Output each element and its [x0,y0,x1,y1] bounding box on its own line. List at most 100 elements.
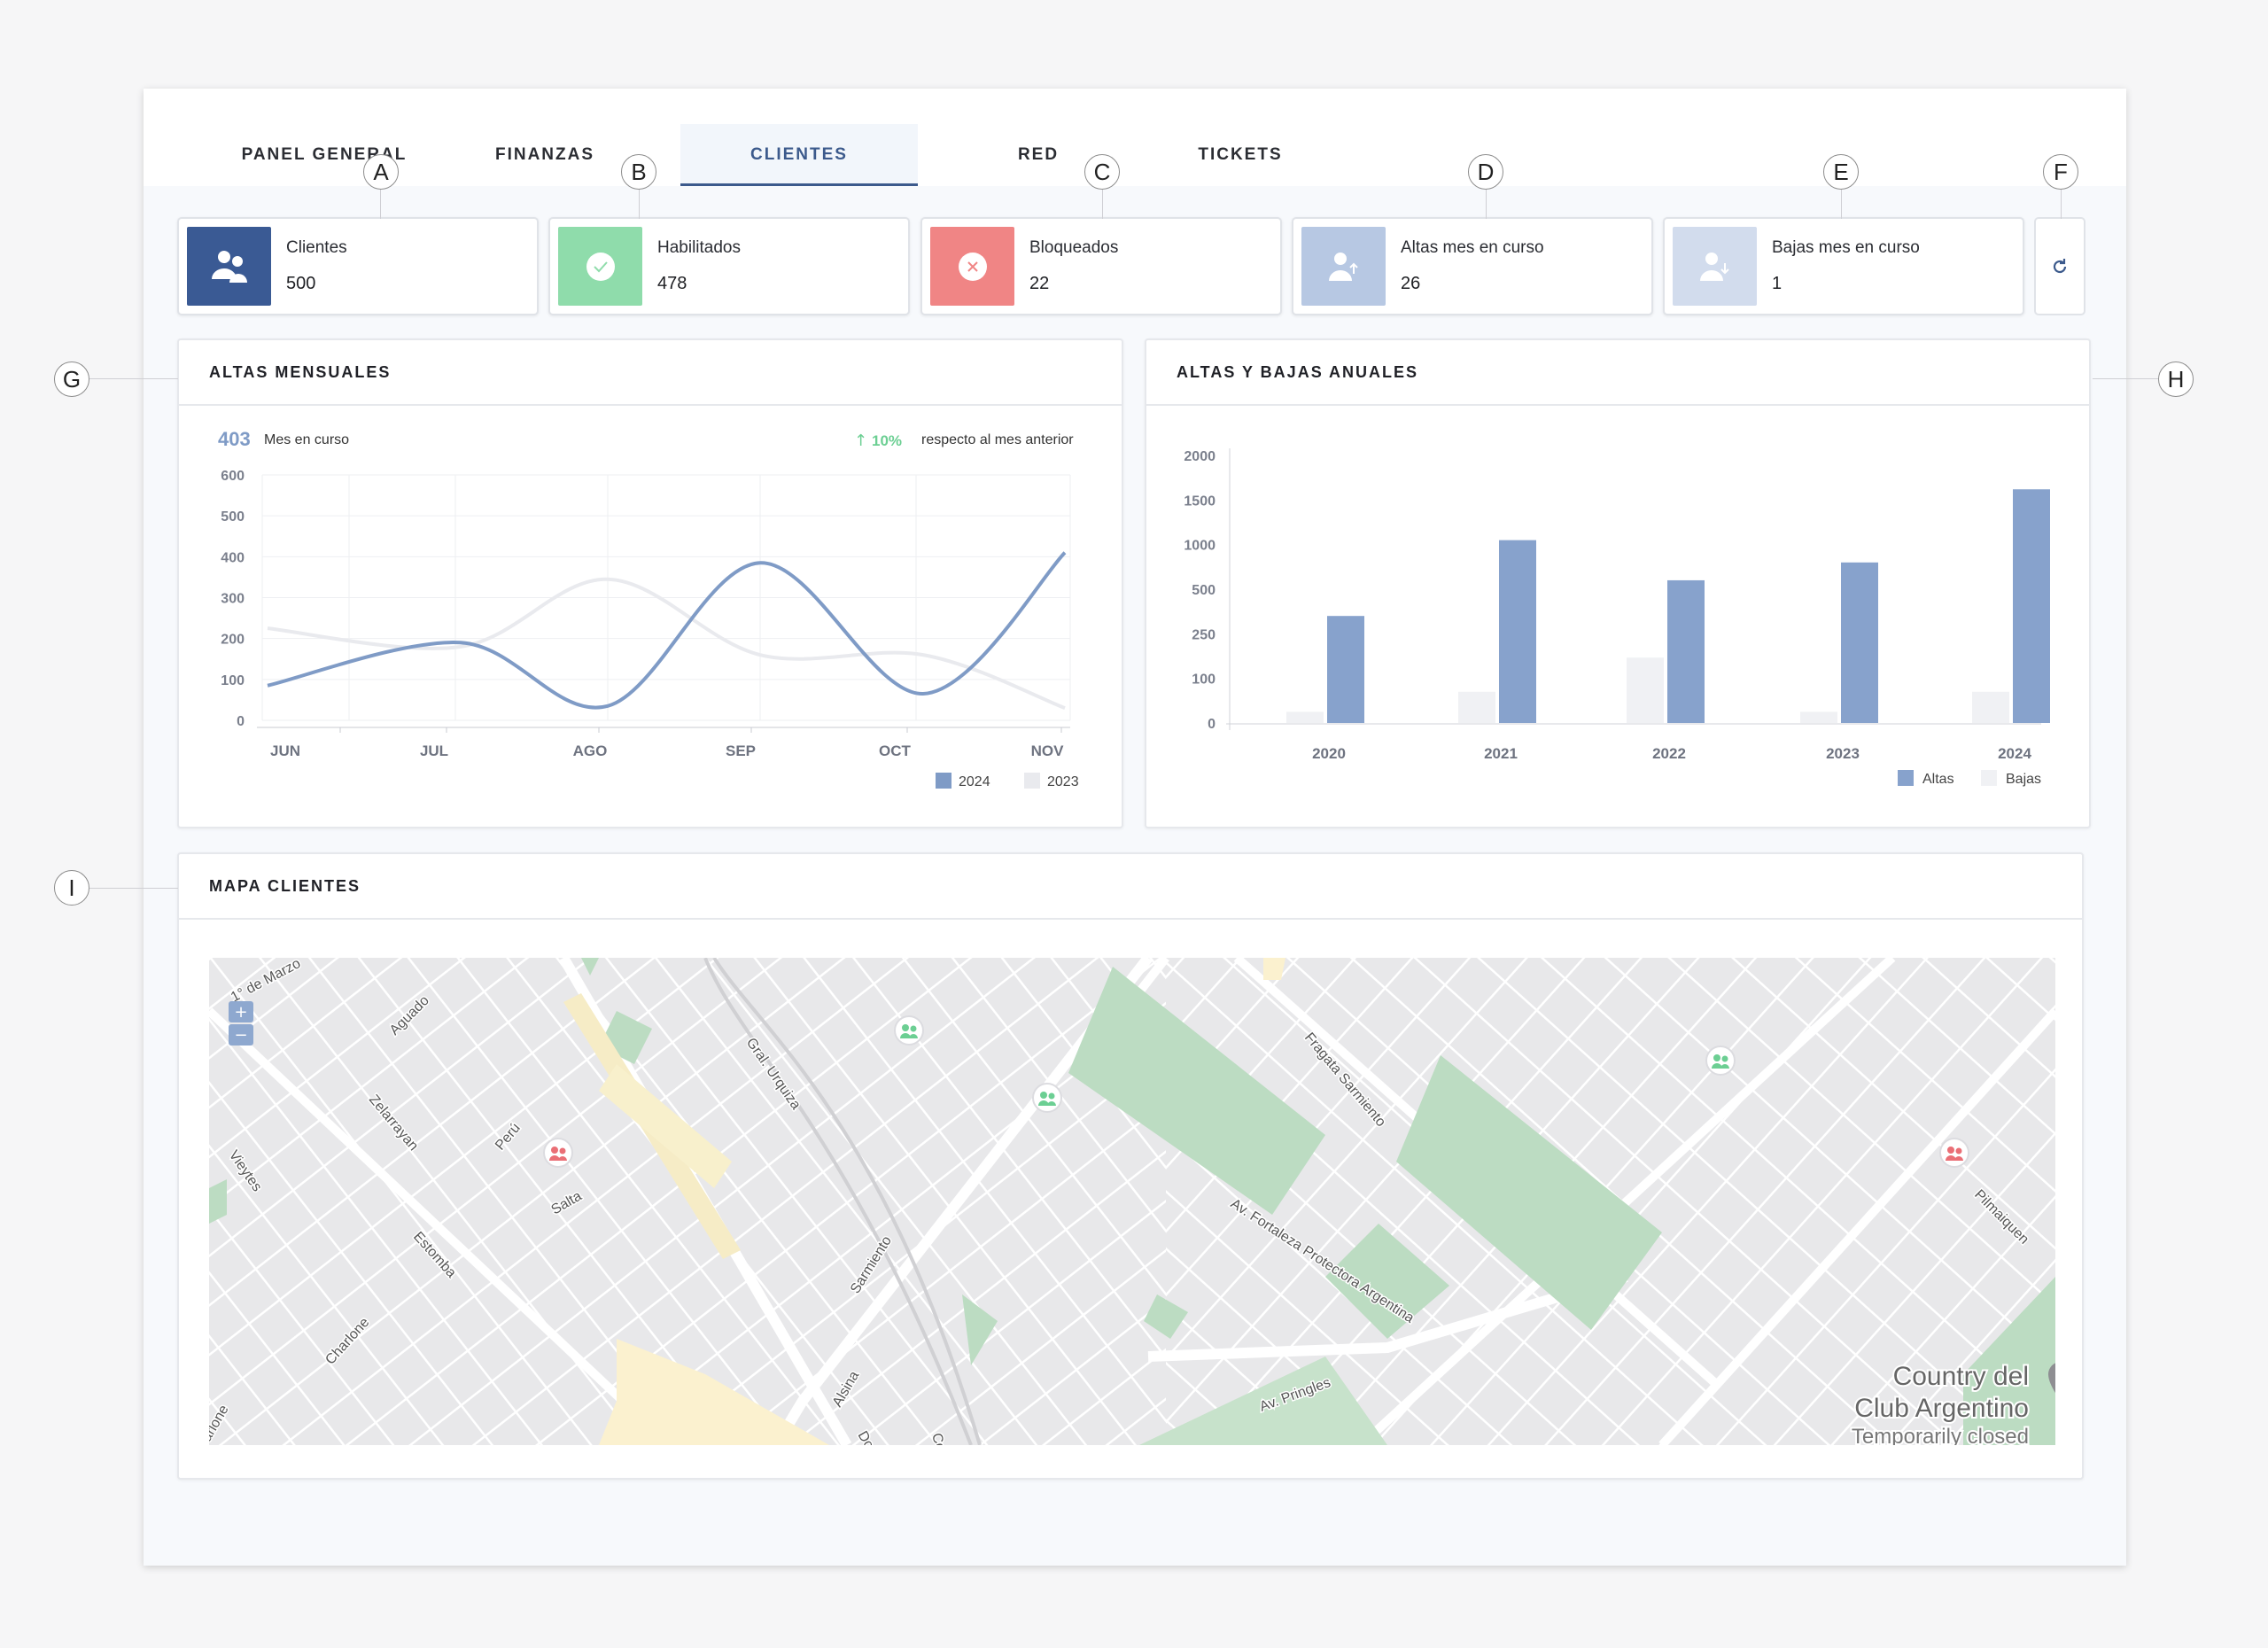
stat-card-bloqueados[interactable]: Bloqueados 22 [920,217,1282,315]
x-tick-label: 2022 [1652,745,1686,762]
y-tick-label: 2000 [1184,449,1216,464]
zoom-out-label: − [234,1026,247,1045]
client-marker-red[interactable] [543,1138,573,1168]
line-chart: 403 Mes en curso ↑ 10% respecto al mes a… [218,428,1079,789]
park [1068,967,1325,1215]
bar-Altas-2022 [1667,579,1705,723]
street-label: Co [928,1432,948,1445]
stat-value: 478 [657,274,687,293]
divider [179,918,2082,920]
dashboard-window: PANEL GENERAL FINANZAS CLIENTES RED TICK… [144,89,2126,1566]
map-avenue [1147,1271,1628,1362]
stat-label: Bloqueados [1029,238,1119,257]
tab-clientes[interactable]: CLIENTES [680,124,918,186]
y-tick-label: 100 [221,673,245,688]
up-arrow-icon: ↑ [854,431,867,450]
bar-Bajas-2020 [1286,711,1324,723]
series-line-2023 [267,577,1066,711]
bar-chart: 0 100 250 500 1000 1500 2000 2020 2021 2022 2023 20… [1184,448,2050,787]
park [962,1294,998,1365]
callout-d: D [1468,154,1503,190]
refresh-button[interactable] [2034,217,2085,315]
tab-panel-general[interactable]: PANEL GENERAL [241,145,408,164]
panel-title: ALTAS Y BAJAS ANUALES [1177,363,1419,381]
railway [703,958,973,1445]
callout-h: H [2158,361,2194,397]
bar-Altas-2020 [1327,616,1364,723]
y-tick-label: 500 [1192,583,1216,598]
place-name-line: Club Argentino [1854,1394,2029,1423]
panel-altas-mensuales: ALTAS MENSUALES 403 Mes en curso ↑ 10% r… [177,338,1123,828]
legend-swatch [1981,770,1997,786]
park [1144,1294,1188,1339]
change-percent: 10% [872,432,902,449]
user-down-icon [1673,227,1757,306]
tab-finanzas[interactable]: FINANZAS [494,145,595,164]
x-tick-label: JUN [270,742,300,759]
change-label: respecto al mes anterior [921,432,1074,447]
stat-label: Clientes [286,238,347,257]
client-marker-red[interactable] [1939,1138,1969,1168]
callout-i: I [54,870,89,906]
y-tick-label: 250 [1192,627,1216,642]
bar-Bajas-2021 [1458,691,1495,723]
legend-swatch [1898,770,1914,786]
callout-connector [2061,189,2062,219]
x-tick-label: OCT [879,742,912,759]
stat-label: Bajas mes en curso [1772,238,1920,257]
callout-connector [1486,189,1487,219]
panel-mapa-clientes: MAPA CLIENTES [177,852,2084,1480]
bar-Bajas-2024 [1972,691,2009,723]
stat-card-bajas-mes[interactable]: Bajas mes en curso 1 [1663,217,2024,315]
x-tick-label: AGO [573,742,608,759]
bar-Bajas-2023 [1800,711,1837,723]
place-label: Country del Club Argentino Temporarily c… [1850,1360,2031,1445]
client-marker-green[interactable] [1705,1046,1736,1076]
tab-tickets[interactable]: TICKETS [1198,145,1283,164]
bar-Altas-2021 [1499,540,1536,723]
x-tick-label: SEP [726,742,756,759]
bar-Bajas-2022 [1627,657,1664,723]
x-tick-label: 2023 [1826,745,1860,762]
park [209,1179,227,1224]
zoom-out-button[interactable]: − [229,1024,253,1046]
zoom-in-button[interactable]: + [229,1001,253,1022]
x-tick-label: 2020 [1312,745,1346,762]
legend-label: 2024 [959,774,990,789]
y-tick-label: 0 [1208,717,1216,732]
y-tick-label: 0 [237,714,245,729]
railway [712,958,982,1445]
callout-e: E [1823,154,1859,190]
place-status: Temporarily closed [1852,1425,2029,1445]
callout-connector [380,189,381,219]
callout-connector [1841,189,1842,219]
park [1139,1356,1387,1445]
map-avenue [209,1007,673,1445]
callout-c: C [1084,154,1120,190]
park [581,958,599,976]
legend-label: Bajas [2006,772,2041,787]
callout-connector [2093,378,2174,379]
callout-a: A [363,154,399,190]
y-tick-label: 600 [221,469,245,484]
stat-card-clientes[interactable]: Clientes 500 [177,217,539,315]
y-tick-label: 300 [221,592,245,607]
client-marker-green[interactable] [894,1015,924,1046]
commercial-area [1263,958,1285,980]
clients-map[interactable]: 1° de Marzo Aguado Zelarrayan Vieytes Pe… [209,958,2055,1445]
park [1963,1277,2055,1445]
legend-swatch [936,773,951,789]
legend-swatch [1024,773,1040,789]
tab-red[interactable]: RED [1017,145,1060,164]
client-marker-green[interactable] [1032,1083,1062,1113]
panel-title: ALTAS MENSUALES [209,363,392,381]
series-line-2024 [267,551,1067,710]
y-tick-label: 1500 [1184,494,1216,509]
x-tick-label: JUL [420,742,448,759]
callout-connector [89,378,178,379]
stat-value: 22 [1029,274,1050,293]
commercial-area [599,1064,732,1188]
stat-card-altas-mes[interactable]: Altas mes en curso 26 [1292,217,1653,315]
stat-card-habilitados[interactable]: Habilitados 478 [548,217,910,315]
callout-connector [1102,189,1103,219]
